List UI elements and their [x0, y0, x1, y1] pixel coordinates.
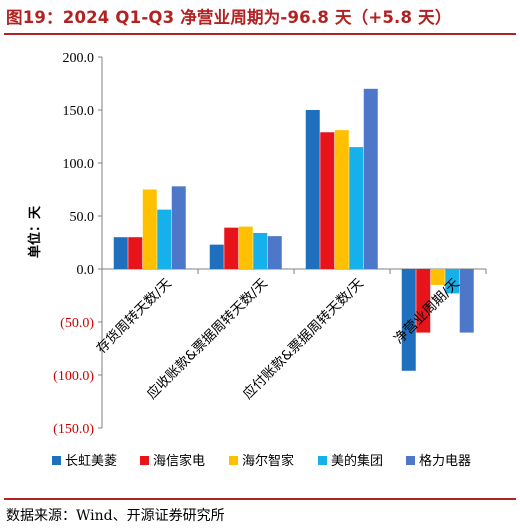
- legend-label: 海信家电: [153, 453, 205, 469]
- legend-swatch: [318, 456, 327, 465]
- bar: [113, 237, 128, 269]
- bar: [459, 269, 474, 333]
- y-tick-label: 200.0: [63, 51, 95, 66]
- bar: [238, 226, 253, 269]
- bar: [445, 269, 460, 294]
- figure-title: 图19：2024 Q1-Q3 净营业周期为-96.8 天（+5.8 天）: [6, 8, 452, 27]
- bar: [305, 110, 320, 269]
- y-tick-label: 0.0: [77, 263, 95, 278]
- bar: [171, 186, 186, 269]
- y-tick-label: (50.0): [60, 316, 94, 331]
- bar: [267, 236, 282, 269]
- bar: [128, 237, 143, 269]
- y-tick-label: (100.0): [53, 369, 94, 384]
- bar: [253, 232, 268, 269]
- chart-legend: 长虹美菱 海信家电 海尔智家 美的集团 格力电器: [52, 453, 471, 469]
- legend-label: 美的集团: [331, 453, 383, 469]
- legend-swatch: [52, 456, 61, 465]
- bar: [416, 269, 431, 333]
- category-label: 存货周转天数/天: [93, 274, 175, 356]
- y-tick-label: 50.0: [70, 210, 95, 225]
- chart-bars: [113, 88, 474, 371]
- legend-label: 长虹美菱: [65, 454, 117, 469]
- bar: [320, 132, 335, 269]
- bar: [363, 88, 378, 269]
- bar: [209, 244, 224, 269]
- bar: [142, 189, 157, 269]
- legend-swatch: [229, 456, 238, 465]
- bar: [401, 269, 416, 371]
- legend-label: 格力电器: [419, 453, 471, 469]
- bar: [430, 269, 445, 285]
- y-axis-label: 单位：天: [27, 205, 43, 258]
- source-rule: [4, 498, 516, 500]
- y-tick-label: (150.0): [53, 422, 94, 437]
- legend-swatch: [406, 456, 415, 465]
- title-rule: [4, 33, 516, 35]
- chart-axes: 200.0 150.0 100.0 50.0 0.0 (50.0) (100.0) (150.…: [27, 51, 487, 437]
- y-tick-label: 150.0: [63, 104, 95, 119]
- legend-swatch: [140, 456, 149, 465]
- bar: [157, 209, 172, 269]
- bar: [334, 130, 349, 269]
- source-note: 数据来源：Wind、开源证券研究所: [6, 508, 225, 524]
- bar: [349, 147, 364, 269]
- y-tick-label: 100.0: [63, 157, 95, 172]
- bar: [224, 227, 239, 269]
- legend-label: 海尔智家: [242, 453, 294, 469]
